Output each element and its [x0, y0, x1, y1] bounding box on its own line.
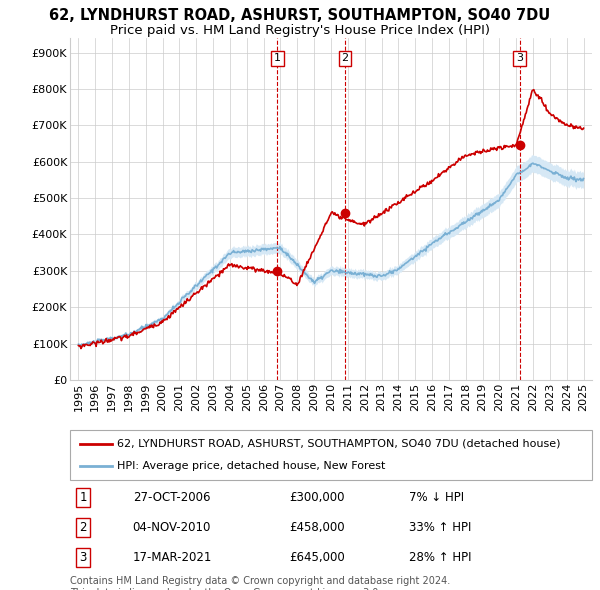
- Text: Contains HM Land Registry data © Crown copyright and database right 2024.
This d: Contains HM Land Registry data © Crown c…: [70, 576, 450, 590]
- Text: 04-NOV-2010: 04-NOV-2010: [133, 521, 211, 534]
- Text: 3: 3: [79, 552, 87, 565]
- Text: 33% ↑ HPI: 33% ↑ HPI: [409, 521, 472, 534]
- Text: Price paid vs. HM Land Registry's House Price Index (HPI): Price paid vs. HM Land Registry's House …: [110, 24, 490, 37]
- Text: 28% ↑ HPI: 28% ↑ HPI: [409, 552, 472, 565]
- Text: £645,000: £645,000: [289, 552, 345, 565]
- Text: 2: 2: [341, 53, 349, 63]
- Text: 2: 2: [79, 521, 87, 534]
- Text: 3: 3: [516, 53, 523, 63]
- Text: £458,000: £458,000: [289, 521, 345, 534]
- Text: 62, LYNDHURST ROAD, ASHURST, SOUTHAMPTON, SO40 7DU (detached house): 62, LYNDHURST ROAD, ASHURST, SOUTHAMPTON…: [117, 439, 560, 449]
- Text: 7% ↓ HPI: 7% ↓ HPI: [409, 491, 464, 504]
- Text: £300,000: £300,000: [289, 491, 345, 504]
- Text: 27-OCT-2006: 27-OCT-2006: [133, 491, 210, 504]
- Text: 1: 1: [79, 491, 87, 504]
- Text: 62, LYNDHURST ROAD, ASHURST, SOUTHAMPTON, SO40 7DU: 62, LYNDHURST ROAD, ASHURST, SOUTHAMPTON…: [49, 8, 551, 23]
- Text: HPI: Average price, detached house, New Forest: HPI: Average price, detached house, New …: [117, 461, 385, 471]
- Text: 17-MAR-2021: 17-MAR-2021: [133, 552, 212, 565]
- Text: 1: 1: [274, 53, 281, 63]
